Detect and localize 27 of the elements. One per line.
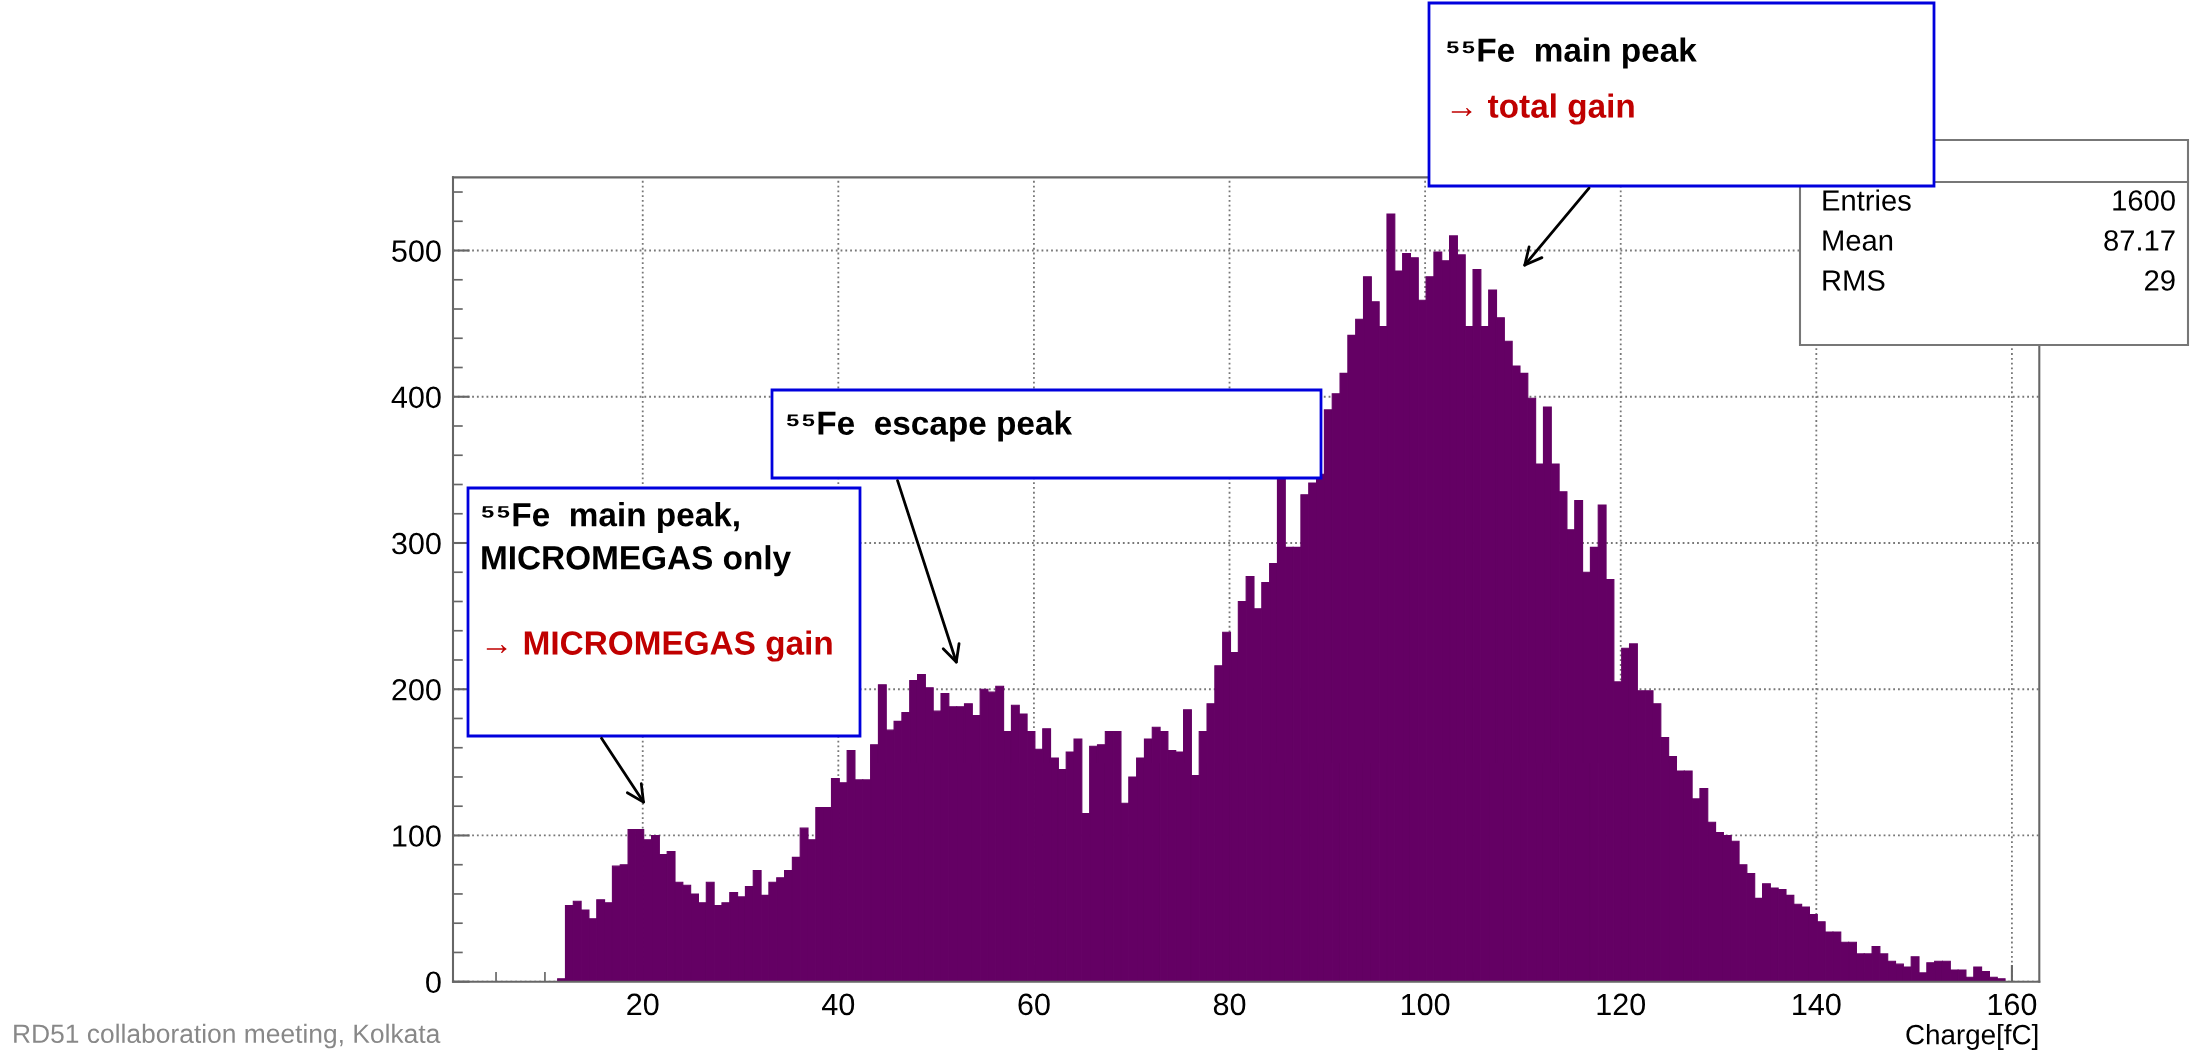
annotation: ⁵⁵Fe main peak, MICROMEGAS only [481,502,791,577]
x-axis-title: Charge[fC] [1906,1024,2038,1050]
y-tick-label: 300 [392,532,441,555]
y-tick-label: 100 [393,825,441,847]
text: 87.17 [2104,230,2175,251]
y-tick-label: 400 [391,386,441,409]
text: ⁵⁵Fe main peak [1446,37,1697,69]
x-tick-label: 20 [627,993,659,1016]
x-tick-label: 140 [1793,993,1841,1016]
x-tick-label: 40 [822,993,855,1016]
annotation: RMS [1823,270,1885,291]
y-tick-label: 200 [392,678,441,701]
text: 29 [2145,270,2175,291]
y-tick-label: 500 [392,240,441,262]
x-tick-label: 160 [1988,993,2037,1016]
x-tick-label: 100 [1401,993,1450,1016]
x-tick-label: 80 [1213,993,1246,1016]
annotation: → MICROMEGAS gain [486,630,832,662]
x-tick-label: 120 [1597,993,1646,1016]
x-tick-label: 60 [1018,993,1050,1016]
text: → total gain [1451,93,1634,125]
text: 1600 [2113,190,2175,211]
annotation: Entries [1823,189,1911,211]
y-tick-label: 0 [426,971,441,994]
text: RD51 collaboration meeting, Kolkata [14,1023,441,1049]
annotation: Mean [1823,230,1893,251]
annotation: ⁵⁵Fe escape peak [786,410,1073,442]
